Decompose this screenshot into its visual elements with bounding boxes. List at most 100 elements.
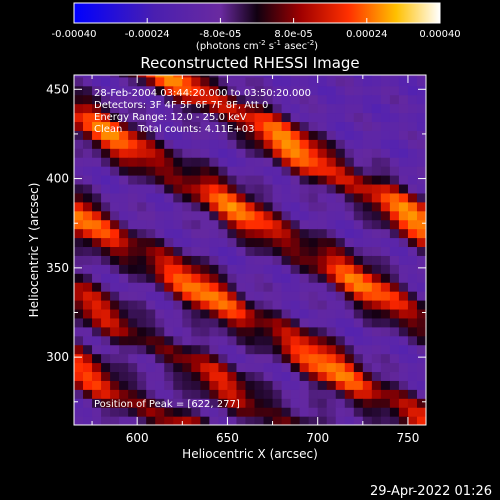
heatmap-cell [317, 175, 328, 185]
heatmap-cell [281, 389, 292, 399]
heatmap-cell [110, 416, 120, 425]
heatmap-cell [380, 282, 391, 292]
heatmap-cell [128, 237, 138, 248]
heatmap-cell [380, 183, 391, 194]
heatmap-cell [137, 148, 147, 158]
heatmap-cell [335, 75, 346, 78]
heatmap-cell [290, 130, 301, 140]
heatmap-cell [218, 308, 229, 319]
heatmap-cell [236, 148, 247, 158]
heatmap-cell [137, 246, 147, 256]
heatmap-cell [101, 76, 111, 87]
heatmap-cell [407, 201, 418, 212]
heatmap-cell [236, 103, 247, 114]
heatmap-cell [263, 398, 274, 408]
heatmap-cell [362, 407, 373, 417]
heatmap-cell [74, 416, 84, 425]
heatmap-cell [263, 407, 274, 417]
heatmap-cell [119, 219, 129, 230]
heatmap-cell [128, 416, 138, 425]
heatmap-cell [299, 175, 310, 185]
y-tick-label: 300 [46, 350, 69, 364]
heatmap-cell [119, 371, 129, 381]
heatmap-cell [335, 264, 346, 274]
heatmap-cell [416, 130, 426, 140]
heatmap-cell [380, 157, 391, 167]
heatmap-cell [146, 317, 156, 328]
heatmap-cell [218, 75, 229, 78]
heatmap-cell [236, 112, 247, 123]
heatmap-cell [308, 166, 319, 176]
heatmap-cell [308, 291, 319, 301]
heatmap-cell [137, 121, 147, 131]
heatmap-cell [74, 371, 84, 381]
heatmap-cell [245, 183, 256, 194]
heatmap-cell [173, 148, 183, 158]
heatmap-cell [398, 139, 409, 149]
heatmap-cell [191, 335, 201, 346]
heatmap-cell [317, 371, 328, 381]
heatmap-cell [362, 317, 373, 328]
heatmap-cell [182, 75, 192, 78]
heatmap-cell [335, 300, 346, 310]
heatmap-cell [146, 166, 156, 176]
heatmap-cell [191, 246, 201, 256]
heatmap-cell [83, 166, 93, 176]
heatmap-cell [245, 362, 256, 373]
heatmap-cell [362, 326, 373, 337]
heatmap-cell [272, 291, 283, 301]
heatmap-cell [92, 183, 102, 194]
heatmap-cell [218, 183, 229, 194]
heatmap-cell [272, 183, 283, 194]
heatmap-cell [173, 371, 183, 381]
heatmap-cell [164, 201, 174, 212]
heatmap-cell [389, 416, 400, 425]
heatmap-cell [182, 326, 192, 337]
heatmap-cell [263, 255, 274, 265]
heatmap-cell [254, 380, 265, 390]
heatmap-cell [182, 317, 192, 328]
heatmap-cell [146, 210, 156, 221]
heatmap-cell [218, 130, 229, 140]
heatmap-cell [137, 335, 147, 346]
heatmap-cell [326, 300, 337, 310]
heatmap-cell [344, 389, 355, 399]
heatmap-cell [245, 273, 256, 283]
heatmap-cell [92, 255, 102, 265]
heatmap-cell [83, 335, 93, 346]
heatmap-cell [146, 398, 156, 408]
heatmap-cell [164, 335, 174, 346]
heatmap-cell [173, 201, 183, 212]
heatmap-cell [344, 264, 355, 274]
heatmap-cell [317, 416, 328, 425]
heatmap-cell [263, 228, 274, 239]
heatmap-cell [236, 228, 247, 239]
heatmap-cell [137, 219, 147, 230]
heatmap-cell [353, 201, 364, 212]
heatmap-cell [398, 407, 409, 417]
heatmap-cells [74, 75, 426, 425]
heatmap-cell [83, 130, 93, 140]
heatmap-cell [110, 130, 120, 140]
heatmap-cell [209, 103, 220, 114]
heatmap-cell [227, 407, 238, 417]
heatmap-cell [146, 175, 156, 185]
heatmap-cell [353, 380, 364, 390]
heatmap-cell [173, 273, 183, 283]
heatmap-cell [416, 210, 426, 221]
heatmap-cell [254, 407, 265, 417]
heatmap-cell [263, 300, 274, 310]
heatmap-cell [227, 75, 238, 78]
heatmap-cell [299, 157, 310, 167]
heatmap-cell [236, 75, 247, 78]
heatmap-cell [236, 85, 247, 96]
heatmap-cell [227, 112, 238, 123]
heatmap-cell [191, 139, 201, 149]
heatmap-cell [416, 264, 426, 274]
heatmap-cell [191, 255, 201, 265]
heatmap-cell [146, 246, 156, 256]
heatmap-cell [110, 246, 120, 256]
heatmap-cell [263, 416, 274, 425]
heatmap-cell [344, 112, 355, 123]
